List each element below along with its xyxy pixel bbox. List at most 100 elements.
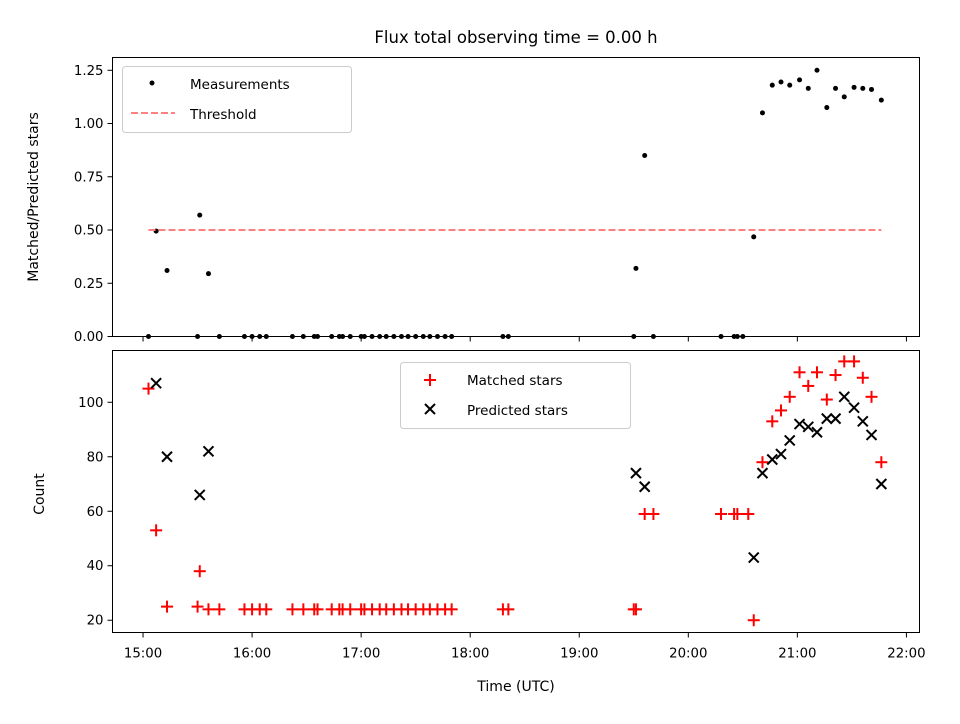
measurement-point <box>449 334 455 339</box>
measurement-point <box>878 97 884 103</box>
measurement-point <box>505 334 511 339</box>
ratio-panel: 0.00 0.25 0.50 0.75 1.00 1.25 Matched/Predict… <box>26 57 920 345</box>
matched-stars-point <box>766 415 779 428</box>
matched-stars-point <box>150 524 163 537</box>
measurement-point <box>718 334 724 339</box>
predicted-stars-point <box>875 478 888 490</box>
ratio-y-axis-label: Matched/Predicted stars <box>26 112 42 282</box>
matched-stars-point <box>820 393 833 406</box>
matched-stars-point <box>344 603 357 616</box>
matched-stars-point <box>783 390 796 403</box>
y-tick-label: 0.25 <box>74 277 104 292</box>
matched-stars-point <box>202 603 215 616</box>
count-legend: Matched stars Predicted stars <box>400 362 631 429</box>
predicted-stars-point <box>865 429 878 441</box>
matched-stars-point <box>213 603 226 616</box>
matched-stars-point <box>756 456 769 469</box>
measurement-point <box>289 334 295 339</box>
measurement-point <box>442 334 448 339</box>
measurement-point <box>195 334 201 339</box>
legend-predicted-label: Predicted stars <box>467 403 568 419</box>
predicted-stars-point <box>793 418 806 430</box>
measurement-point <box>257 334 263 339</box>
predicted-stars-point <box>150 377 162 389</box>
y-tick-label: 0.50 <box>74 224 104 239</box>
x-tick-label: 19:00 <box>560 647 598 662</box>
y-tick-label: 80 <box>87 450 104 465</box>
measurement-point <box>164 267 170 273</box>
measurement-point <box>369 334 375 339</box>
x-tick-label: 16:00 <box>233 647 271 662</box>
matched-stars-point <box>629 603 642 616</box>
y-tick-label: 0.00 <box>74 330 104 345</box>
predicted-stars-point <box>748 551 760 564</box>
legend-predicted-marker <box>424 403 436 415</box>
measurement-point <box>263 334 269 339</box>
x-tick-label: 21:00 <box>778 647 816 662</box>
measurement-point <box>383 334 389 339</box>
y-tick-label: 60 <box>87 505 104 520</box>
measurement-point <box>500 334 506 339</box>
measurement-point <box>797 77 803 83</box>
ratio-plot-area <box>112 57 920 337</box>
legend-measurements-label: Measurements <box>190 77 290 93</box>
predicted-stars-point <box>756 467 769 479</box>
measurement-point <box>413 334 419 339</box>
measurement-point <box>145 334 151 339</box>
y-tick-label: 40 <box>87 559 104 574</box>
measurement-point <box>778 79 784 85</box>
x-tick-label: 15:00 <box>124 647 162 662</box>
matched-stars-point <box>775 404 788 417</box>
matched-stars-point <box>502 603 515 616</box>
y-tick-label: 100 <box>78 396 103 411</box>
measurement-point <box>740 334 746 339</box>
matched-stars-point <box>647 507 660 520</box>
matched-stars-point <box>793 366 806 379</box>
measurement-point <box>216 334 222 339</box>
measurement-point <box>751 234 757 240</box>
matched-stars-point <box>875 456 888 469</box>
predicted-stars-point <box>630 467 642 479</box>
measurement-point <box>851 84 857 90</box>
measurement-point <box>420 334 426 339</box>
y-tick-label: 0.75 <box>74 170 104 185</box>
measurement-point <box>434 334 440 339</box>
matched-stars-point <box>810 366 823 379</box>
x-tick-label: 20:00 <box>669 647 707 662</box>
predicted-stars-point <box>811 426 823 438</box>
measurement-point <box>805 85 811 91</box>
measurement-point <box>642 152 648 158</box>
legend-matched-marker <box>424 374 436 386</box>
matched-stars-point <box>747 614 760 627</box>
predicted-stars-point <box>857 415 869 428</box>
measurement-point <box>347 334 353 339</box>
measurement-point <box>769 82 775 88</box>
measurement-point <box>205 271 211 277</box>
measurement-point <box>633 265 639 271</box>
x-tick-label: 18:00 <box>451 647 489 662</box>
measurement-point <box>869 86 875 92</box>
measurement-point <box>249 334 255 339</box>
measurement-point <box>824 105 830 111</box>
measurement-point <box>340 334 346 339</box>
chart-title: Flux total observing time = 0.00 h <box>374 28 657 47</box>
predicted-stars-point <box>766 453 778 466</box>
measurement-point <box>759 110 765 116</box>
measurement-point <box>734 334 740 339</box>
measurement-point <box>391 334 397 339</box>
measurement-point <box>833 85 839 91</box>
predicted-stars-point <box>802 421 814 433</box>
matched-stars-point <box>829 369 842 382</box>
matched-stars-point <box>742 507 755 520</box>
count-plot-area <box>112 350 920 633</box>
matched-stars-point <box>191 600 204 613</box>
matched-stars-point <box>161 600 174 613</box>
measurement-point <box>398 334 404 339</box>
measurement-point <box>329 334 335 339</box>
measurement-point <box>860 85 866 91</box>
predicted-stars-point <box>821 412 833 425</box>
measurement-point <box>631 334 637 339</box>
x-tick-label: 22:00 <box>887 647 925 662</box>
measurement-point <box>787 82 793 88</box>
